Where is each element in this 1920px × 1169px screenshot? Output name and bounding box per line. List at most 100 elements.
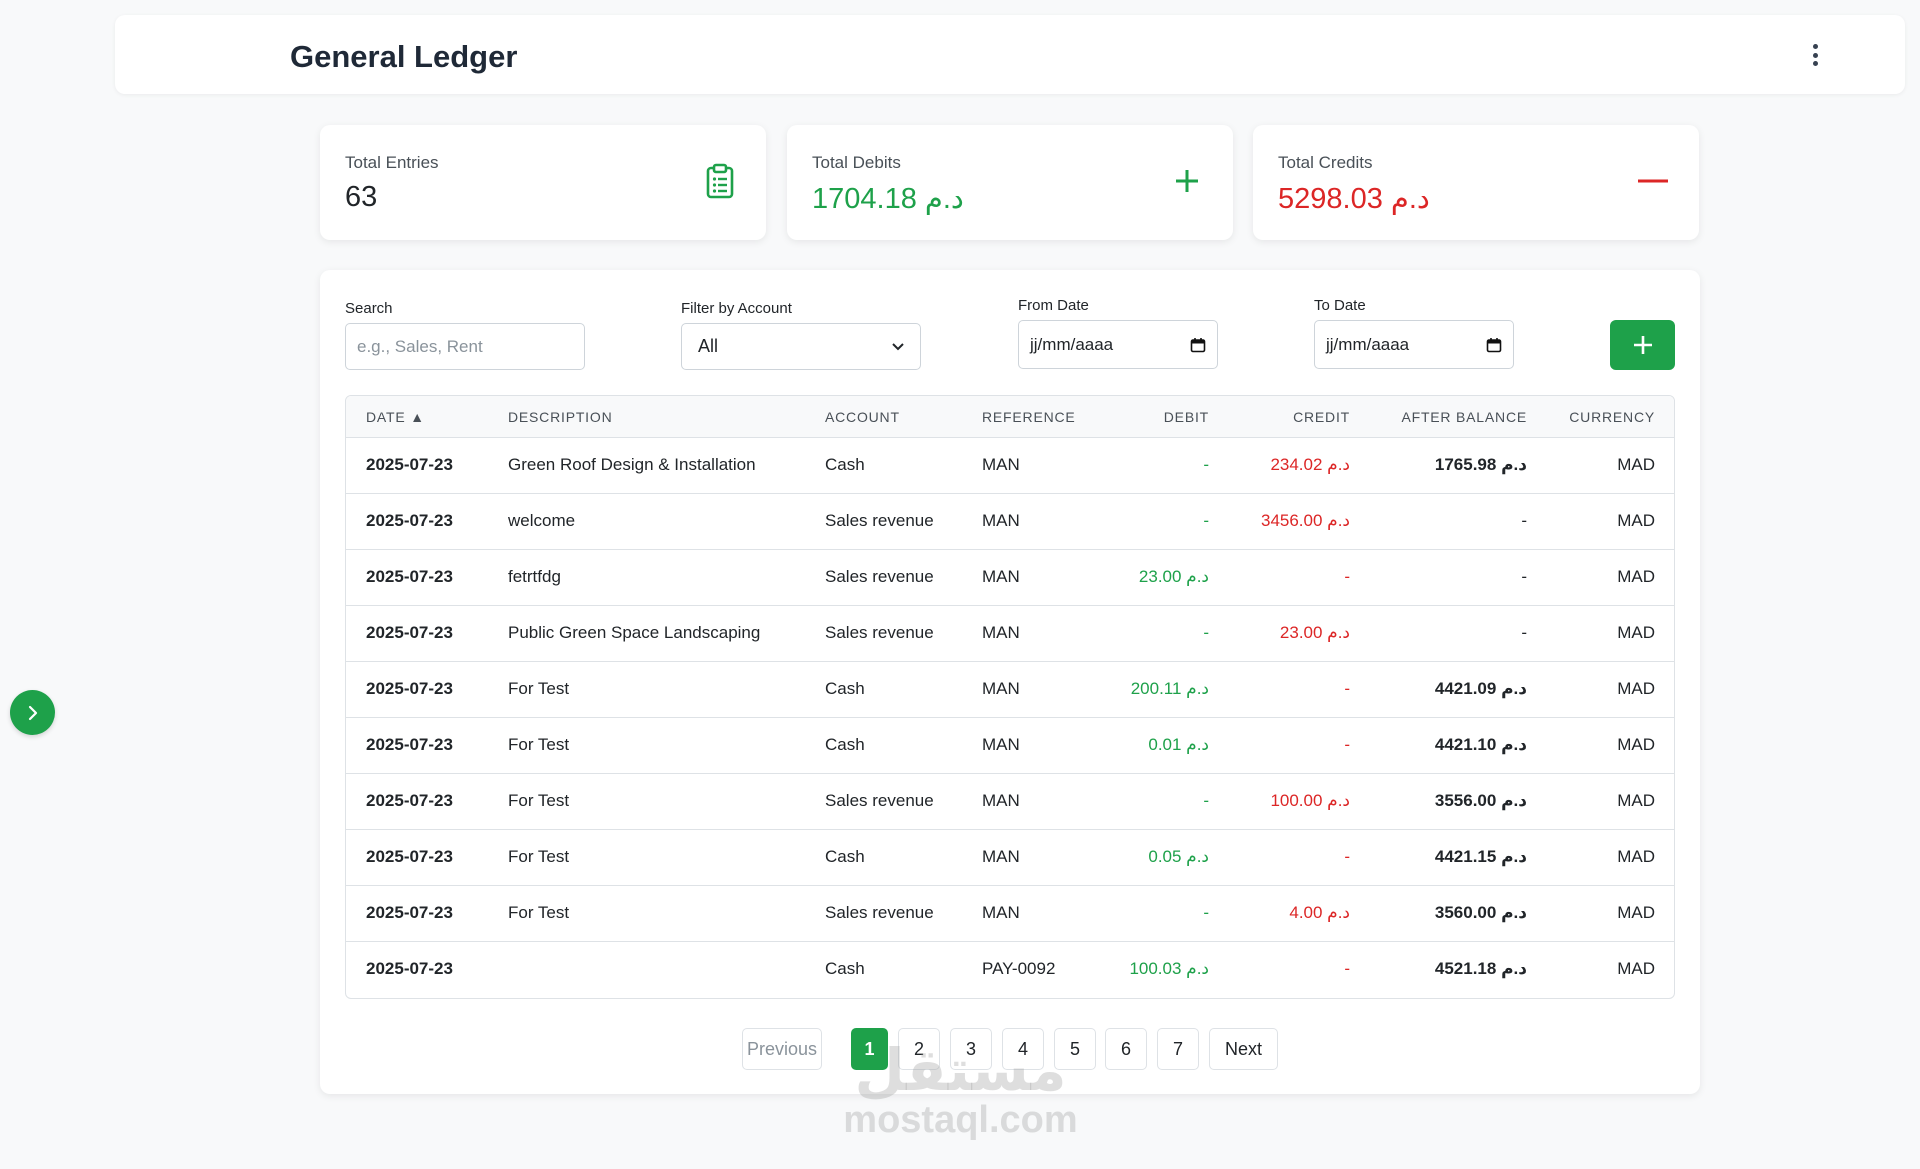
cell-credit: - xyxy=(1344,959,1350,978)
page-button[interactable]: 1 xyxy=(851,1028,888,1070)
more-options-icon[interactable] xyxy=(1805,40,1825,70)
from-date-input[interactable]: jj/mm/aaaa xyxy=(1018,320,1218,369)
cell-reference: MAN xyxy=(982,511,1020,530)
total-entries-card: Total Entries 63 xyxy=(320,125,766,240)
calendar-icon xyxy=(1190,337,1206,352)
cell-balance: 3560.00 د.م xyxy=(1434,903,1527,922)
sort-date-header[interactable]: DATE ▲ xyxy=(366,409,425,425)
cell-account: Cash xyxy=(825,735,865,754)
cell-description: For Test xyxy=(508,903,570,922)
table-row: 2025-07-23 fetrtfdg Sales revenue MAN 23.00 … xyxy=(346,550,1674,606)
plus-icon xyxy=(1633,336,1652,354)
table-row: 2025-07-23 welcome Sales revenue MAN - 3456.0… xyxy=(346,494,1674,550)
cell-balance: 4521.18 د.م xyxy=(1434,959,1527,978)
cell-credit: 4.00 د.م xyxy=(1289,903,1350,922)
cell-reference: MAN xyxy=(982,567,1020,586)
chevron-right-icon xyxy=(28,705,37,720)
cell-debit: - xyxy=(1203,791,1209,810)
page-button[interactable]: 7 xyxy=(1157,1028,1199,1070)
description-header: DESCRIPTION xyxy=(508,409,613,425)
cell-debit: 23.00 د.م xyxy=(1138,567,1209,586)
ledger-panel: Search Filter by Account All From Date j… xyxy=(320,270,1700,1094)
sidebar-expand-button[interactable] xyxy=(10,690,55,735)
cell-reference: PAY-0092 xyxy=(982,959,1056,978)
cell-reference: MAN xyxy=(982,847,1020,866)
cell-account: Cash xyxy=(825,847,865,866)
cell-date: 2025-07-23 xyxy=(366,959,453,978)
cell-credit: - xyxy=(1344,567,1350,586)
cell-currency: MAD xyxy=(1617,903,1655,922)
cell-credit: - xyxy=(1344,735,1350,754)
table-row: 2025-07-23 For Test Cash MAN 0.01 د.م - 4421.1… xyxy=(346,718,1674,774)
to-date-label: To Date xyxy=(1314,297,1366,314)
cell-balance: 3556.00 د.م xyxy=(1434,791,1527,810)
cell-reference: MAN xyxy=(982,679,1020,698)
cell-account: Cash xyxy=(825,679,865,698)
page-button[interactable]: 4 xyxy=(1002,1028,1044,1070)
cell-debit: - xyxy=(1203,623,1209,642)
cell-credit: 234.02 د.م xyxy=(1270,455,1350,474)
cell-debit: 0.05 د.م xyxy=(1148,847,1209,866)
table-row: 2025-07-23 For Test Sales revenue MAN - 4.00 … xyxy=(346,886,1674,942)
cell-credit: - xyxy=(1344,679,1350,698)
reference-header: REFERENCE xyxy=(982,409,1076,425)
balance-header: AFTER BALANCE xyxy=(1401,409,1527,425)
plus-icon xyxy=(1169,163,1205,199)
watermark-url: mostaql.com xyxy=(843,1099,1078,1141)
cell-currency: MAD xyxy=(1617,735,1655,754)
previous-page-button[interactable]: Previous xyxy=(742,1028,822,1070)
from-date-label: From Date xyxy=(1018,297,1089,314)
add-entry-button[interactable] xyxy=(1610,320,1675,370)
table-row: 2025-07-23 Green Roof Design & Installati… xyxy=(346,438,1674,494)
search-input[interactable] xyxy=(345,323,585,370)
cell-account: Cash xyxy=(825,455,865,474)
cell-date: 2025-07-23 xyxy=(366,511,453,530)
minus-icon xyxy=(1635,163,1671,199)
cell-reference: MAN xyxy=(982,903,1020,922)
cell-debit: - xyxy=(1203,511,1209,530)
cell-credit: 23.00 د.م xyxy=(1279,623,1350,642)
cell-currency: MAD xyxy=(1617,567,1655,586)
table-row: 2025-07-23 Public Green Space Landscaping… xyxy=(346,606,1674,662)
total-debits-card: Total Debits 1704.18 د.م xyxy=(787,125,1233,240)
account-filter-select[interactable]: All xyxy=(681,323,921,370)
cell-description: For Test xyxy=(508,791,570,810)
cell-currency: MAD xyxy=(1617,623,1655,642)
debit-header: DEBIT xyxy=(1163,409,1209,425)
stat-label: Total Entries xyxy=(345,153,439,172)
cell-currency: MAD xyxy=(1617,847,1655,866)
cell-credit: 100.00 د.م xyxy=(1270,791,1350,810)
cell-debit: 0.01 د.م xyxy=(1148,735,1209,754)
cell-currency: MAD xyxy=(1617,511,1655,530)
page-button[interactable]: 6 xyxy=(1105,1028,1147,1070)
cell-balance: 4421.10 د.م xyxy=(1434,735,1527,754)
page-button[interactable]: 5 xyxy=(1054,1028,1096,1070)
table-row: 2025-07-23 For Test Sales revenue MAN - 100.0… xyxy=(346,774,1674,830)
cell-balance: - xyxy=(1521,567,1527,586)
cell-date: 2025-07-23 xyxy=(366,791,453,810)
table-row: 2025-07-23 Cash PAY-0092 100.03 د.م - 4521.18… xyxy=(346,942,1674,998)
cell-currency: MAD xyxy=(1617,679,1655,698)
page-button[interactable]: 2 xyxy=(898,1028,940,1070)
currency-header: CURRENCY xyxy=(1569,409,1655,425)
cell-description: fetrtfdg xyxy=(508,567,561,586)
cell-date: 2025-07-23 xyxy=(366,623,453,642)
cell-reference: MAN xyxy=(982,455,1020,474)
table-row: 2025-07-23 For Test Cash MAN 0.05 د.م - 4421.1… xyxy=(346,830,1674,886)
cell-date: 2025-07-23 xyxy=(366,735,453,754)
table-header: DATE ▲ DESCRIPTION ACCOUNT REFERENCE DEB… xyxy=(346,396,1674,438)
page-button[interactable]: 3 xyxy=(950,1028,992,1070)
account-filter-label: Filter by Account xyxy=(681,300,792,317)
credit-header: CREDIT xyxy=(1293,409,1350,425)
cell-account: Sales revenue xyxy=(825,791,934,810)
cell-currency: MAD xyxy=(1617,455,1655,474)
account-header: ACCOUNT xyxy=(825,409,900,425)
next-page-button[interactable]: Next xyxy=(1209,1028,1278,1070)
cell-debit: - xyxy=(1203,903,1209,922)
table-row: 2025-07-23 For Test Cash MAN 200.11 د.م - 4421… xyxy=(346,662,1674,718)
calendar-icon xyxy=(1486,337,1502,352)
cell-reference: MAN xyxy=(982,735,1020,754)
to-date-input[interactable]: jj/mm/aaaa xyxy=(1314,320,1514,369)
cell-account: Sales revenue xyxy=(825,623,934,642)
cell-date: 2025-07-23 xyxy=(366,455,453,474)
